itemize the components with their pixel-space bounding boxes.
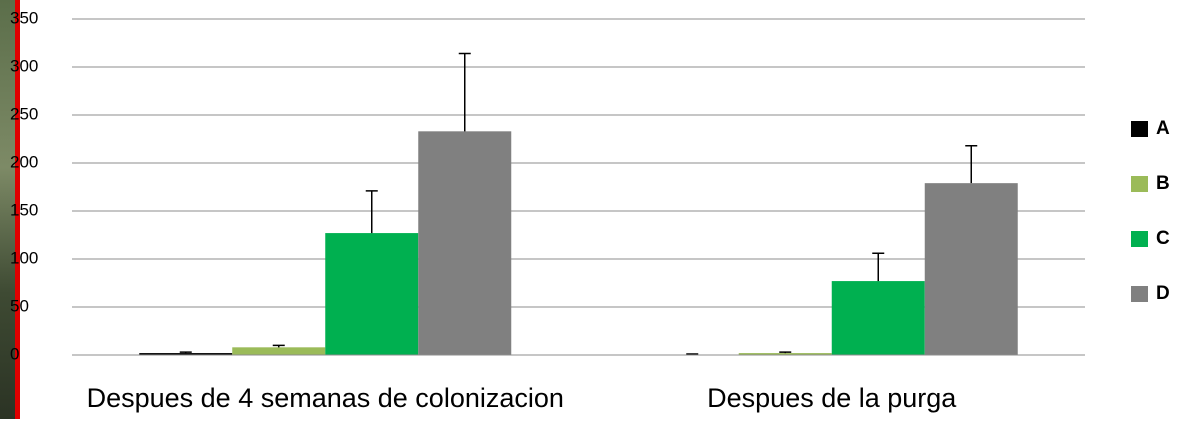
legend-swatch [1131,121,1148,137]
x-tick-label: Despues de 4 semanas de colonizacion [87,383,564,413]
legend-swatch [1131,286,1148,302]
error-bar [872,253,884,281]
legend-swatch [1131,231,1148,247]
bar [925,183,1018,355]
error-bar [459,54,471,132]
error-bar [273,345,285,347]
error-bar [180,352,192,353]
y-tick-label: 0 [10,344,19,363]
y-tick-label: 150 [10,200,38,219]
y-tick-label: 50 [10,296,29,315]
legend-label: D [1156,283,1170,304]
x-tick-label: Despues de la purga [707,383,957,413]
y-tick-label: 200 [10,152,38,171]
y-tick-label: 100 [10,248,38,267]
legend-swatch [1131,176,1148,192]
legend-label: C [1156,228,1170,249]
y-tick-label: 350 [10,8,38,27]
legend-label: A [1156,118,1170,139]
y-tick-label: 300 [10,56,38,75]
error-bar [779,352,791,353]
legend-label: B [1156,173,1170,194]
bar [232,347,325,355]
bar [325,233,418,355]
bar [418,131,511,355]
bar [832,281,925,355]
y-tick-label: 250 [10,104,38,123]
error-bar [965,146,977,183]
error-bar [366,191,378,233]
